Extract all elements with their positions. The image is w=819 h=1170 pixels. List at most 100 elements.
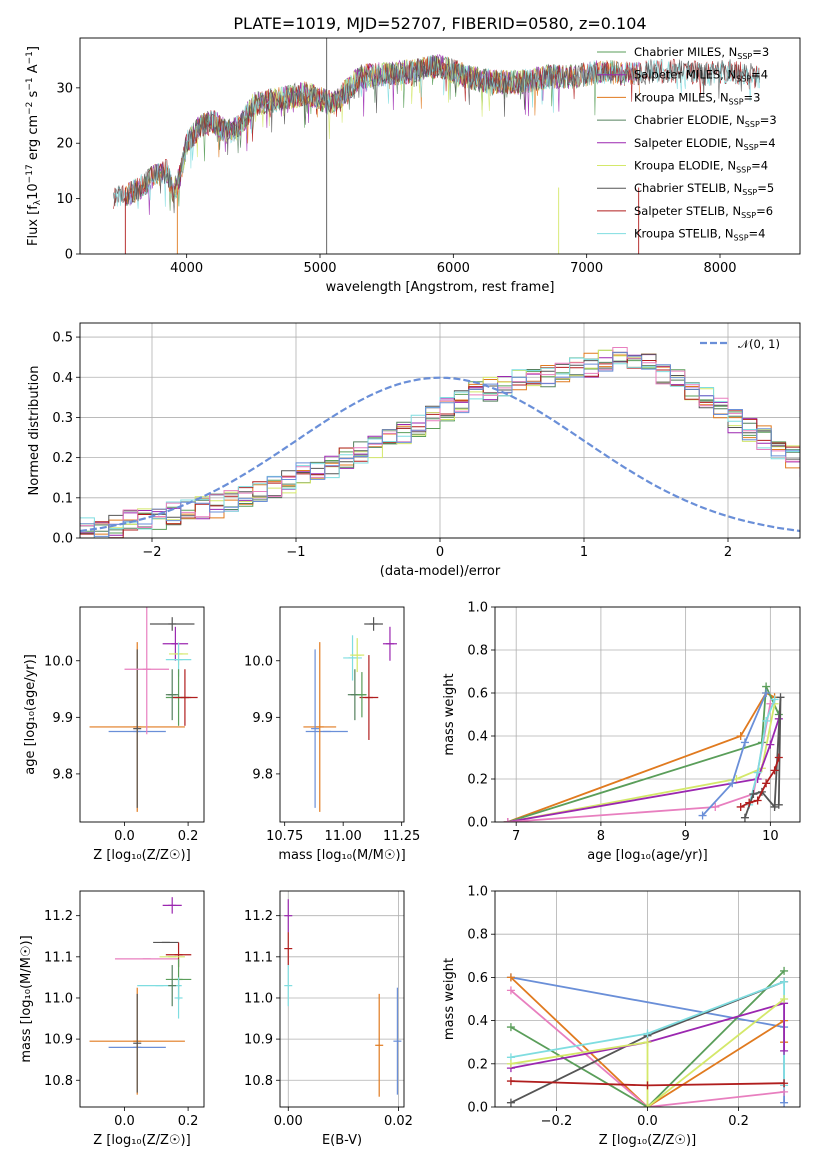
histogram-series [80, 353, 800, 538]
y-tick-label: 9.8 [52, 767, 73, 782]
errorbar-point [303, 642, 337, 812]
weight-marker [643, 1081, 652, 1090]
legend-name: Salpeter MILES, N [634, 68, 736, 82]
weight-marker [780, 1098, 789, 1107]
x-tick-label: 2 [724, 545, 732, 560]
x-tick-label: 4000 [170, 261, 203, 276]
weight-marker [776, 693, 785, 702]
y-tick-label: 9.9 [252, 711, 273, 726]
y-axis-label: mass [log₁₀(M/M☉)] [19, 935, 34, 1062]
legend-value: =3 [760, 113, 777, 127]
errorbar-point [357, 672, 367, 718]
plot-area [89, 897, 192, 1095]
errorbar-point [364, 617, 383, 631]
weight-marker [506, 973, 515, 982]
legend-value: =4 [759, 136, 776, 150]
y-axis-label: mass weight [442, 958, 457, 1040]
massweight_vs_Z-panel: −0.2 0.0 0.2 0.0 0.2 0.4 0.6 0.8 1.0 Z [log₁₀(Z/Z… [442, 885, 801, 1148]
y-tick-label: 1.0 [467, 601, 488, 616]
x-axis-label: wavelength [Angstrom, rest frame] [326, 280, 555, 295]
weight-line [510, 1002, 785, 1069]
legend-sub: SSP [737, 52, 752, 61]
y-tick-label: 10.8 [244, 1074, 273, 1089]
x-tick-label: 7 [512, 829, 520, 844]
y-tick-label: 10.8 [44, 1074, 73, 1089]
y-tick-label: 11.0 [244, 991, 273, 1006]
x-axis-label: (data-model)/error [380, 564, 501, 579]
plot-area [80, 347, 800, 538]
y-tick-label: 0.2 [467, 773, 488, 788]
normal-curve [80, 376, 800, 533]
y-axis-label-part: A [26, 64, 41, 77]
weight-marker [698, 811, 707, 820]
weight-marker [762, 689, 771, 697]
plot-area [506, 966, 789, 1107]
y-tick-label: 11.1 [44, 950, 73, 965]
histogram-series [80, 357, 800, 538]
weight-marker [506, 1077, 515, 1086]
legend-name: Salpeter STELIB, N [634, 204, 741, 218]
weight-marker [711, 802, 720, 811]
axes-frame [279, 890, 405, 1108]
legend-entry: 𝒩(0, 1) [738, 337, 780, 351]
y-tick-label: 0.4 [52, 371, 73, 386]
y-axis-label-part: 10 [26, 183, 41, 200]
y-tick-label: 10 [56, 192, 73, 207]
weight-marker [770, 695, 779, 704]
errorbar-point [343, 635, 362, 681]
y-axis-label-part: ] [26, 46, 41, 51]
y-tick-label: 9.9 [52, 711, 73, 726]
legend-entry: Kroupa STELIB, NSSP=4 [634, 227, 765, 243]
legend-value: =6 [756, 204, 773, 218]
legend-sub: SSP [734, 234, 749, 243]
x-tick-label: 0.2 [178, 829, 199, 844]
y-tick-label: 0.4 [467, 730, 488, 745]
weight-marker [780, 977, 789, 986]
axes-frame [79, 322, 801, 539]
axes-frame [494, 890, 801, 1108]
x-tick-label: 0.02 [384, 1114, 413, 1129]
x-tick-label: 0.0 [114, 829, 135, 844]
weight-marker [643, 1103, 652, 1107]
errorbar-point [382, 626, 397, 661]
x-tick-label: 0.0 [114, 1114, 135, 1129]
y-tick-label: 0.2 [467, 1057, 488, 1072]
errorbar-point [174, 977, 183, 1019]
errorbar-point [124, 607, 170, 735]
weight-line [507, 718, 780, 822]
y-tick-label: 10.9 [44, 1033, 73, 1048]
y-tick-label: 10.9 [244, 1033, 273, 1048]
x-tick-label: 0.00 [274, 1114, 303, 1129]
weight-marker [762, 779, 771, 788]
errorbar-point [284, 965, 293, 1007]
y-tick-label: 0.1 [52, 491, 73, 506]
errorbar-point [162, 626, 189, 661]
axes-frame [79, 37, 801, 255]
y-tick-label: 0.0 [467, 1101, 488, 1116]
weight-marker [780, 995, 789, 1003]
legend-name: Kroupa ELODIE, N [634, 159, 736, 173]
legend-name: Kroupa STELIB, N [634, 227, 734, 241]
x-tick-label: 5000 [303, 261, 336, 276]
x-tick-label: 10.75 [266, 829, 303, 844]
y-axis-label-part: −1 [25, 77, 35, 90]
y-axis-label-part: erg cm [26, 115, 41, 164]
weight-marker [736, 732, 745, 740]
weight-marker [506, 1023, 515, 1032]
legend-value: =4 [751, 68, 768, 82]
x-tick-label: 11.00 [325, 829, 362, 844]
y-tick-label: 0.0 [52, 532, 73, 547]
histogram-series [80, 347, 800, 528]
weight-marker [643, 1029, 652, 1038]
y-tick-label: 11.2 [244, 909, 273, 924]
legend-sub: SSP [736, 166, 751, 175]
legend-name: Chabrier ELODIE, N [634, 113, 745, 127]
weight-marker [774, 800, 783, 809]
weight-marker [740, 738, 749, 747]
weight-marker [762, 716, 771, 725]
axes-frame [494, 606, 801, 823]
spectrum-panel: 4000 5000 6000 7000 8000 0 10 20 30 wavelength [A… [25, 37, 801, 295]
y-tick-label: 0.6 [467, 687, 488, 702]
errorbar-point [149, 617, 195, 631]
